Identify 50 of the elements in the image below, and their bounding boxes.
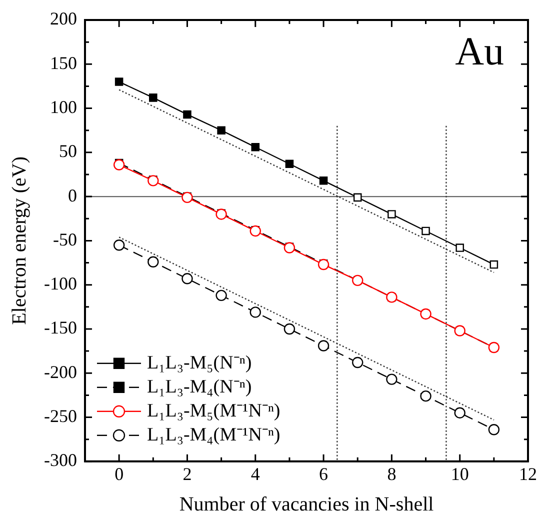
point <box>454 407 466 418</box>
y-tick-label: -50 <box>52 229 77 250</box>
x-tick-label: 0 <box>114 464 124 484</box>
point <box>420 390 432 402</box>
point <box>148 175 159 186</box>
point <box>488 424 500 436</box>
point <box>148 256 159 268</box>
y-axis-title: Electron energy (eV) <box>8 156 30 325</box>
point <box>114 78 124 86</box>
legend-label: L₁L₃-M₅(N⁻ⁿ) <box>146 352 252 374</box>
point <box>182 192 193 204</box>
point <box>113 159 125 170</box>
x-tick-label: 8 <box>387 464 396 484</box>
legend-label: L₁L₃-M₄(N⁻ⁿ) <box>146 376 252 398</box>
point <box>284 323 296 335</box>
x-tick-label: 10 <box>450 464 469 484</box>
x-axis-title: Number of vacancies in N-shell <box>179 493 434 516</box>
point <box>183 110 192 119</box>
point <box>318 340 330 352</box>
x-tick-label: 2 <box>182 464 192 484</box>
point <box>386 374 398 385</box>
annotation: Au <box>455 28 504 74</box>
x-tick-label: 12 <box>519 464 537 484</box>
y-tick-label: -150 <box>44 318 77 338</box>
y-tick-label: -100 <box>44 274 77 294</box>
point <box>250 306 261 318</box>
legend-label: L₁L₃-M₅(M⁻¹N⁻ⁿ) <box>146 400 280 422</box>
y-tick-label: 150 <box>50 52 77 73</box>
y-tick-label: 200 <box>50 8 77 29</box>
point <box>352 356 364 368</box>
point <box>113 240 125 251</box>
x-tick-label: 6 <box>319 464 328 484</box>
point <box>216 208 227 220</box>
point <box>182 273 193 284</box>
point <box>149 94 158 102</box>
y-tick-label: 50 <box>58 141 77 162</box>
y-tick-label: -250 <box>44 406 77 426</box>
point <box>318 258 330 270</box>
point <box>217 126 226 134</box>
y-tick-label: 0 <box>68 185 77 206</box>
x-tick-label: 4 <box>250 464 260 484</box>
point <box>285 160 294 168</box>
point <box>216 290 227 302</box>
legend-label: L₁L₃-M₄(M⁻¹N⁻ⁿ) <box>146 424 280 446</box>
y-tick-label: -300 <box>44 450 77 470</box>
point <box>319 176 328 185</box>
point <box>250 225 261 237</box>
y-tick-label: -200 <box>44 362 77 382</box>
point <box>251 142 260 152</box>
y-tick-label: 100 <box>50 97 77 118</box>
